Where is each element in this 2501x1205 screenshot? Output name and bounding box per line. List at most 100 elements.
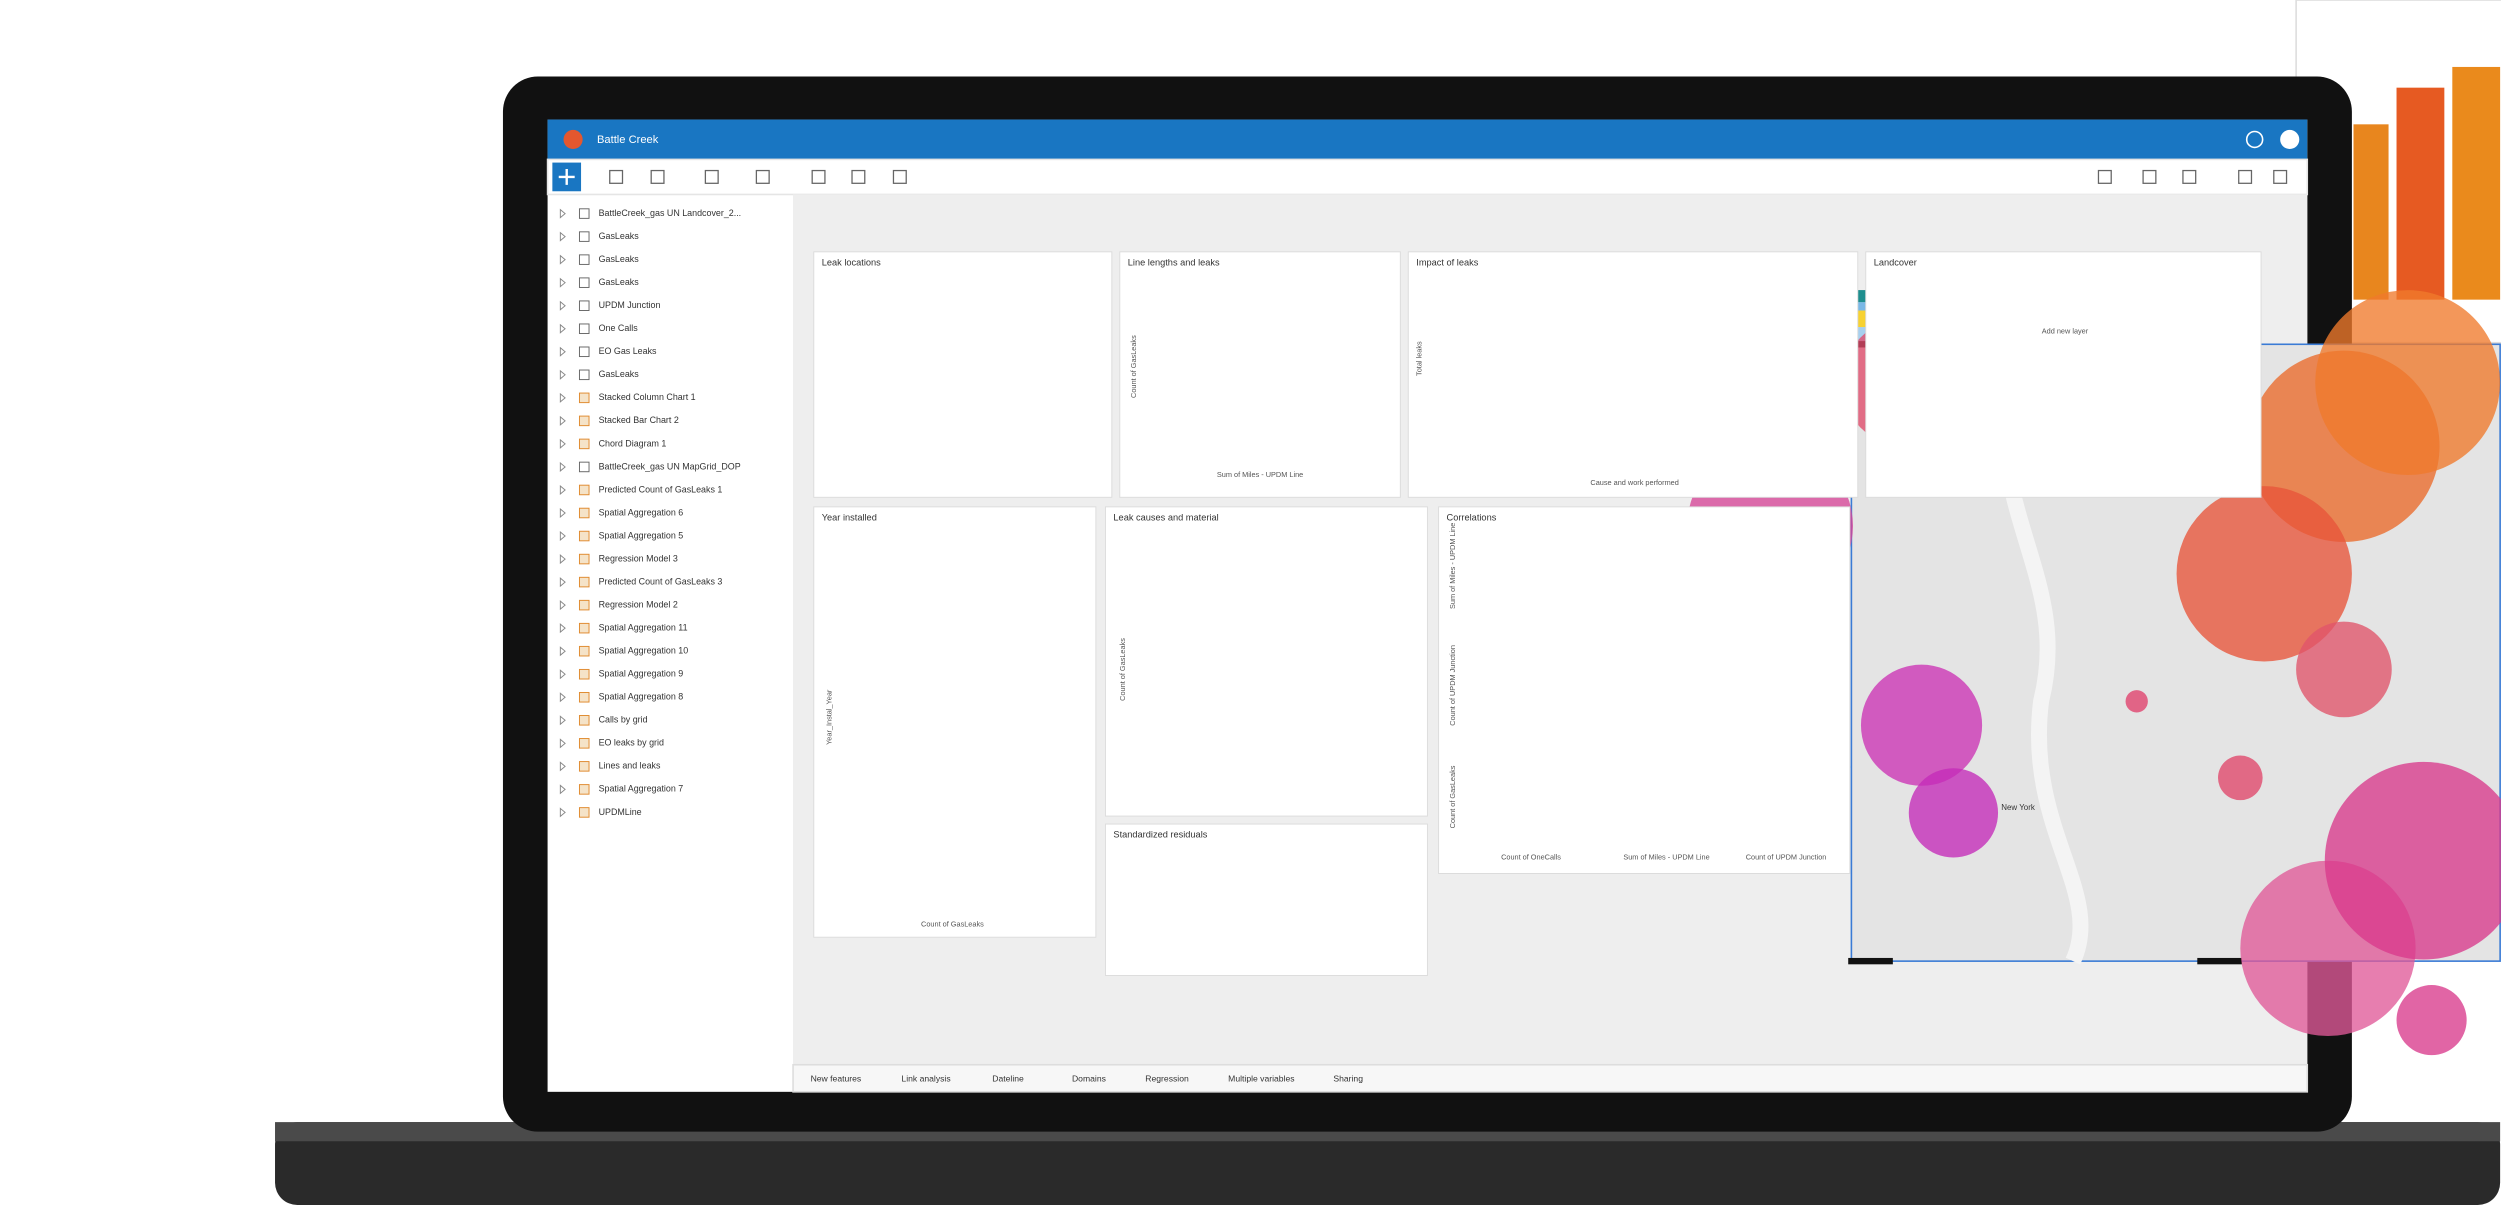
expand-arrow[interactable]	[559, 254, 566, 265]
tab-label[interactable]: Link analysis	[901, 1073, 950, 1083]
user-icon[interactable]	[2280, 129, 2300, 150]
card-title: Year installed	[822, 512, 877, 522]
sidebar-item[interactable]: Chord Diagram 1	[599, 438, 667, 448]
sidebar-item[interactable]: Spatial Aggregation 7	[599, 784, 684, 794]
sidebar-item[interactable]: BattleCreek_gas UN Landcover_2...	[599, 208, 742, 218]
dataset-icon	[578, 807, 590, 818]
toolbar-icon[interactable]	[2097, 169, 2112, 184]
expand-arrow[interactable]	[559, 761, 566, 772]
app-logo[interactable]	[563, 129, 583, 150]
card-frame	[1438, 506, 1851, 874]
tab-label[interactable]: Dateline	[992, 1073, 1024, 1083]
sidebar-item[interactable]: Spatial Aggregation 5	[599, 530, 684, 540]
sidebar-item[interactable]: Predicted Count of GasLeaks 3	[599, 576, 723, 586]
sidebar-item[interactable]: GasLeaks	[599, 254, 640, 264]
dataset-icon	[578, 415, 590, 427]
expand-arrow[interactable]	[559, 623, 566, 634]
toolbar-icon[interactable]	[2182, 169, 2197, 184]
sidebar-item[interactable]: Spatial Aggregation 6	[599, 507, 684, 517]
expand-arrow[interactable]	[559, 507, 566, 519]
sidebar-item[interactable]: Spatial Aggregation 8	[599, 692, 684, 702]
sidebar-item[interactable]: BattleCreek_gas UN MapGrid_DOP	[599, 461, 741, 471]
toolbar-icon[interactable]	[892, 169, 907, 184]
tab-label[interactable]: Domains	[1072, 1073, 1106, 1083]
expand-arrow[interactable]	[559, 277, 566, 288]
toolbar-icon[interactable]	[851, 169, 866, 184]
expand-arrow[interactable]	[559, 715, 566, 726]
card-title: Leak locations	[822, 257, 881, 267]
card-frame	[813, 251, 1113, 498]
expand-arrow[interactable]	[559, 692, 566, 703]
dataset-icon	[578, 599, 590, 611]
sidebar-item[interactable]: Regression Model 2	[599, 599, 678, 609]
dataset-icon	[578, 392, 590, 404]
expand-arrow[interactable]	[559, 669, 566, 680]
tab-label[interactable]: New features	[811, 1073, 862, 1083]
expand-arrow[interactable]	[559, 231, 566, 242]
sidebar-item[interactable]: EO leaks by grid	[599, 738, 664, 748]
expand-arrow[interactable]	[559, 484, 566, 495]
toolbar-icon[interactable]	[811, 169, 826, 184]
card-frame	[1865, 251, 2262, 498]
expand-arrow[interactable]	[559, 346, 566, 357]
axis-label: Count of GasLeaks	[1118, 638, 1127, 701]
dataset-icon	[578, 761, 590, 772]
sidebar-item[interactable]: Spatial Aggregation 11	[599, 623, 688, 633]
sidebar-item[interactable]: Stacked Column Chart 1	[599, 392, 696, 402]
card: Leak locations	[813, 251, 1113, 498]
map-bubble	[2296, 621, 2392, 718]
sidebar-item[interactable]: Lines and leaks	[599, 761, 661, 771]
axis-label: Sum of Miles - UPDM Line	[1623, 852, 1709, 861]
tab-label[interactable]: Sharing	[1333, 1073, 1363, 1083]
sidebar-item[interactable]: GasLeaks	[599, 277, 640, 287]
axis-label: Sum of Miles - UPDM Line	[1448, 523, 1457, 609]
sidebar-item[interactable]: GasLeaks	[599, 231, 640, 241]
expand-arrow[interactable]	[559, 807, 566, 818]
sidebar-item[interactable]: One Calls	[599, 323, 639, 333]
dataset-icon	[578, 715, 590, 726]
tab-label[interactable]: Multiple variables	[1228, 1073, 1294, 1083]
toolbar-icon[interactable]	[2238, 169, 2253, 184]
expand-arrow[interactable]	[559, 646, 566, 657]
sidebar-item[interactable]: Calls by grid	[599, 715, 648, 725]
expand-arrow[interactable]	[559, 392, 566, 403]
sidebar-item[interactable]: EO Gas Leaks	[599, 346, 657, 356]
toolbar-icon[interactable]	[2142, 169, 2157, 184]
sidebar-item[interactable]: Spatial Aggregation 10	[599, 646, 689, 656]
sidebar-item[interactable]: Regression Model 3	[599, 553, 678, 563]
expand-arrow[interactable]	[559, 554, 566, 565]
toolbar-icon[interactable]	[609, 169, 624, 184]
dataset-icon	[578, 507, 590, 519]
axis-label: Count of GasLeaks	[1129, 335, 1138, 398]
expand-arrow[interactable]	[559, 577, 566, 588]
expand-arrow[interactable]	[559, 415, 566, 426]
dataset-icon	[578, 438, 590, 450]
expand-arrow[interactable]	[559, 300, 566, 311]
tab-label[interactable]: Regression	[1145, 1073, 1189, 1083]
sidebar-item[interactable]: Spatial Aggregation 9	[599, 669, 684, 679]
toolbar-icon[interactable]	[704, 169, 719, 184]
sidebar-item[interactable]: GasLeaks	[599, 369, 640, 379]
expand-arrow[interactable]	[559, 323, 566, 334]
expand-arrow[interactable]	[559, 784, 566, 795]
expand-arrow[interactable]	[559, 208, 566, 219]
expand-arrow[interactable]	[559, 438, 566, 449]
expand-arrow[interactable]	[559, 369, 566, 380]
toolbar-icon[interactable]	[755, 169, 770, 184]
map-bubble	[2125, 690, 2148, 713]
expand-arrow[interactable]	[559, 531, 566, 542]
sidebar-item[interactable]: UPDMLine	[599, 807, 642, 817]
sidebar-item[interactable]: Stacked Bar Chart 2	[599, 415, 679, 425]
dataset-icon	[578, 369, 590, 381]
sidebar-item[interactable]: Predicted Count of GasLeaks 1	[599, 484, 723, 494]
toolbar-icon[interactable]	[650, 169, 665, 184]
help-icon[interactable]	[2245, 130, 2264, 149]
expand-arrow[interactable]	[559, 600, 566, 611]
expand-arrow[interactable]	[559, 738, 566, 749]
toolbar-icon[interactable]	[2273, 169, 2288, 184]
axis-label: Count of UPDM Junction	[1746, 852, 1827, 861]
expand-arrow[interactable]	[559, 461, 566, 472]
sidebar-item[interactable]: UPDM Junction	[599, 300, 661, 310]
card-title: Line lengths and leaks	[1128, 257, 1220, 267]
